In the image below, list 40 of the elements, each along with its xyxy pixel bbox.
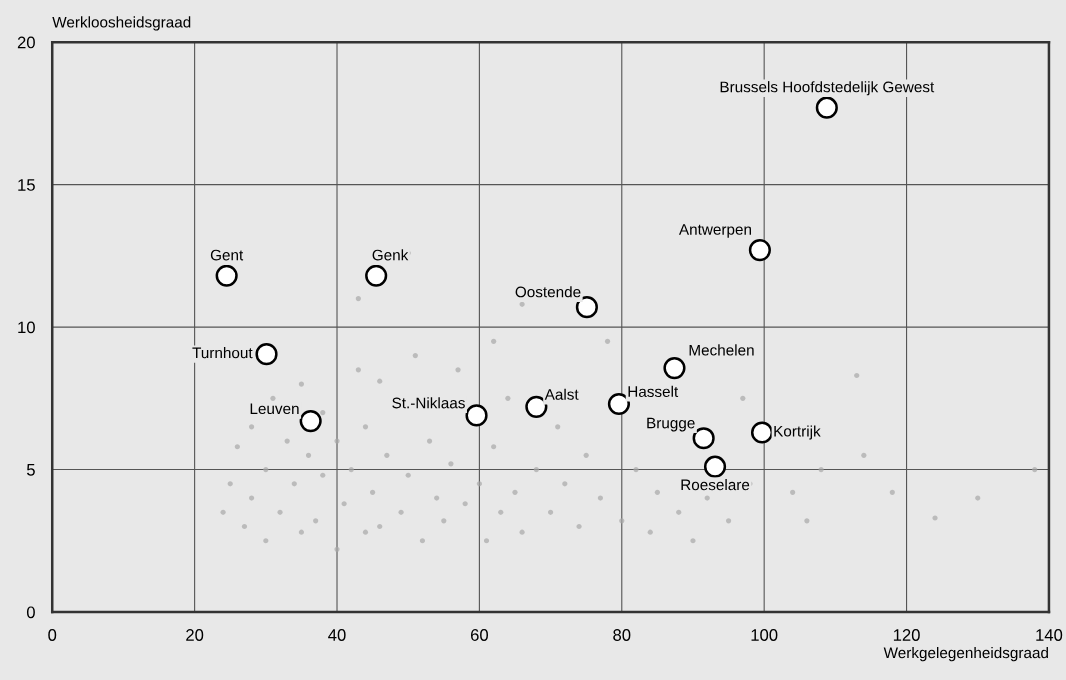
point bbox=[215, 264, 238, 287]
point bbox=[465, 404, 488, 427]
x-tick-label: 0 bbox=[48, 629, 57, 641]
x-tick-label: 20 bbox=[186, 629, 204, 641]
y-axis-title: Werkloosheidsgraad bbox=[52, 16, 191, 31]
x-tick-label: 140 bbox=[1036, 629, 1063, 641]
y-tick-label: 5 bbox=[26, 464, 35, 476]
y-tick-label: 10 bbox=[18, 321, 35, 334]
point bbox=[365, 264, 388, 287]
annotation: Oostende bbox=[515, 286, 581, 298]
annotation: Kortrijk bbox=[774, 425, 821, 440]
y-tick-label: 0 bbox=[26, 606, 35, 619]
annotation: Turnhout bbox=[192, 347, 253, 359]
x-tick-label: 40 bbox=[328, 629, 346, 641]
annotation: Roeselare bbox=[681, 479, 750, 491]
x-tick-label: 120 bbox=[893, 629, 920, 641]
point bbox=[575, 296, 598, 319]
x-axis-title: Werkgelegenheidsgraad bbox=[883, 646, 1048, 662]
y-tick-label: 15 bbox=[18, 179, 35, 191]
annotation: Antwerpen bbox=[678, 224, 751, 238]
annotation: Hasselt bbox=[628, 385, 679, 397]
annotation: Leuven bbox=[250, 403, 299, 415]
x-tick-label: 100 bbox=[751, 629, 778, 641]
annotation: Brugge bbox=[647, 417, 695, 432]
annotation: Aalst bbox=[544, 388, 579, 400]
annotation: Genk bbox=[372, 249, 409, 261]
x-tick-label: 80 bbox=[613, 629, 631, 641]
point bbox=[255, 343, 278, 366]
y-tick-label: 20 bbox=[17, 36, 35, 49]
point bbox=[703, 455, 727, 478]
point bbox=[299, 410, 322, 433]
annotation: St.-Niklaas bbox=[392, 397, 465, 409]
point bbox=[815, 96, 838, 119]
point bbox=[663, 357, 686, 380]
point bbox=[748, 239, 771, 262]
x-tick-label: 60 bbox=[470, 629, 489, 641]
annotation: Brussels Hoofdstedelijk Gewest bbox=[720, 81, 935, 96]
point bbox=[750, 421, 774, 444]
annotation: Gent bbox=[210, 249, 244, 261]
annotation: Mechelen bbox=[689, 344, 754, 356]
